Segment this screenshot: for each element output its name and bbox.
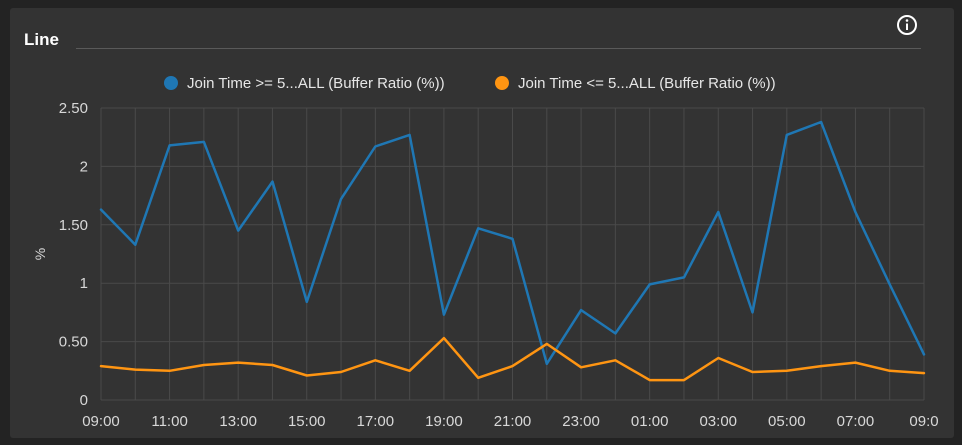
y-tick-label: 2 <box>80 158 88 175</box>
x-tick-label: 09:0 <box>909 413 938 430</box>
x-tick-label: 07:00 <box>837 413 875 430</box>
x-tick-label: 11:00 <box>151 413 187 430</box>
legend-label-2[interactable]: Join Time <= 5...ALL (Buffer Ratio (%)) <box>518 75 776 92</box>
title-divider <box>76 48 921 49</box>
grid-lines <box>100 107 925 401</box>
x-tick-label: 13:00 <box>219 413 257 430</box>
y-tick-label: 2.50 <box>59 100 88 117</box>
legend-label-1[interactable]: Join Time >= 5...ALL (Buffer Ratio (%)) <box>187 75 445 92</box>
x-tick-label: 03:00 <box>699 413 737 430</box>
axes: 0 0.50 1 1.50 2 2.50 09:00 11:00 13:00 15:00 17:00… <box>32 100 939 430</box>
series-lines <box>99 120 926 382</box>
y-tick-label: 0 <box>80 392 88 409</box>
legend-marker-1[interactable] <box>164 76 178 90</box>
x-tick-label: 09:00 <box>82 413 120 430</box>
y-tick-label: 1.50 <box>59 217 88 234</box>
x-tick-label: 05:00 <box>768 413 806 430</box>
x-tick-label: 15:00 <box>288 413 326 430</box>
x-tick-label: 19:00 <box>425 413 463 430</box>
x-tick-label: 17:00 <box>357 413 395 430</box>
x-tick-label: 23:00 <box>562 413 600 430</box>
series-line-2[interactable] <box>99 336 926 382</box>
info-circle-icon[interactable] <box>896 14 918 36</box>
panel-title: Line <box>24 30 59 49</box>
series-line-1[interactable] <box>99 120 926 366</box>
y-tick-label: 0.50 <box>59 334 88 351</box>
legend: Join Time >= 5...ALL (Buffer Ratio (%)) J… <box>164 75 776 92</box>
x-tick-label: 01:00 <box>631 413 669 430</box>
y-axis-label: % <box>32 248 48 260</box>
x-tick-label: 21:00 <box>494 413 532 430</box>
y-tick-label: 1 <box>80 275 88 292</box>
legend-marker-2[interactable] <box>495 76 509 90</box>
